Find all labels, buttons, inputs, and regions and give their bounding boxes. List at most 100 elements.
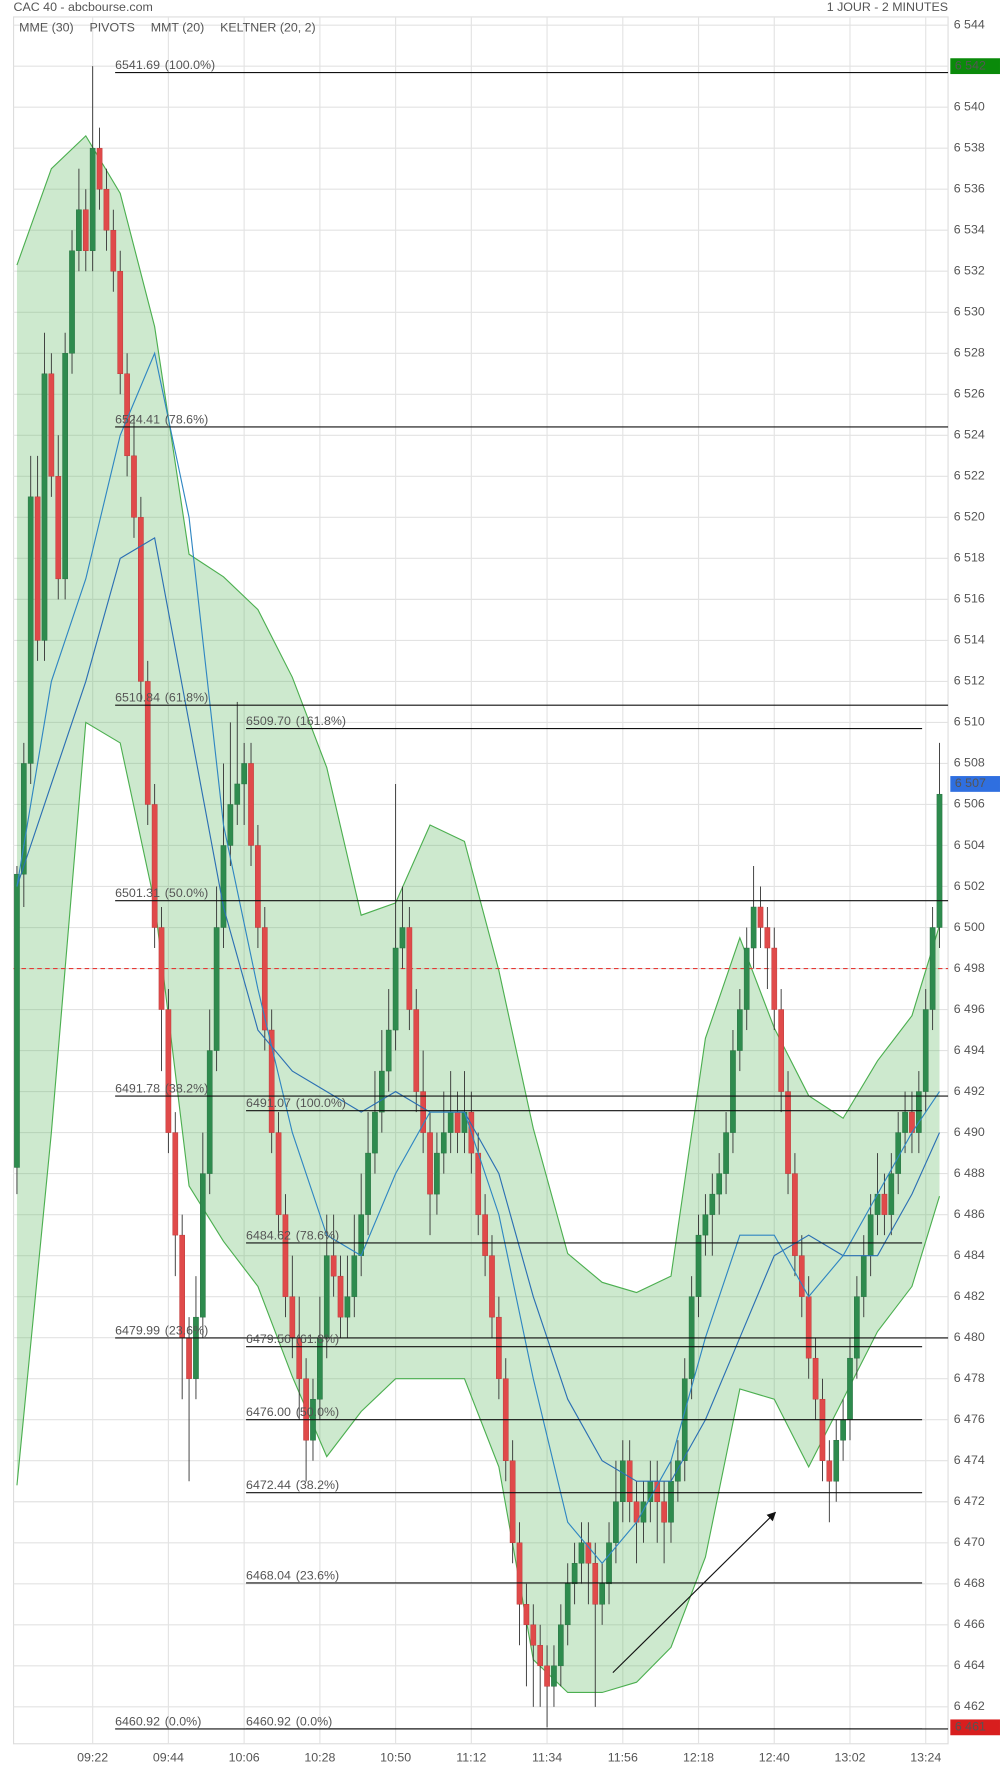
candle-body	[227, 804, 234, 846]
candle-body	[661, 1501, 667, 1523]
fib-value-label: 6479.99	[115, 1323, 160, 1337]
candle-body	[564, 1583, 571, 1626]
y-tick-label: 6 496	[954, 1002, 985, 1016]
x-tick-label: 10:28	[304, 1751, 335, 1765]
fib-ratio-label: (100.0%)	[296, 1096, 346, 1110]
candle-body	[165, 1009, 172, 1133]
fib-ratio-label: (0.0%)	[296, 1714, 333, 1728]
y-tick-label: 6 518	[954, 551, 985, 565]
candle-body	[193, 1316, 199, 1379]
candle-body	[406, 927, 413, 1010]
candle-body	[902, 1111, 908, 1133]
candle-body	[716, 1173, 723, 1195]
y-tick-label: 6 488	[954, 1166, 985, 1180]
candle-body	[427, 1132, 433, 1195]
candle-body	[599, 1583, 605, 1605]
candle-body	[854, 1296, 860, 1359]
price-badge-label: 6 461	[955, 1720, 986, 1734]
y-tick-label: 6 514	[954, 633, 985, 647]
candle-body	[812, 1357, 819, 1400]
candle-body	[916, 1091, 922, 1133]
candle-body	[695, 1234, 702, 1297]
x-tick-label: 11:34	[532, 1751, 562, 1765]
candle-body	[186, 1337, 192, 1379]
candle-body	[723, 1132, 729, 1174]
candle-body	[27, 496, 34, 764]
fib-value-label: 6524.41	[115, 412, 160, 426]
x-tick-label: 13:24	[910, 1751, 941, 1765]
fib-ratio-label: (50.0%)	[165, 886, 208, 900]
candle-body	[365, 1152, 371, 1215]
y-tick-label: 6 476	[954, 1412, 985, 1426]
y-tick-label: 6 508	[954, 756, 985, 770]
candle-body	[867, 1214, 874, 1256]
candle-body	[117, 271, 124, 375]
fib-ratio-label: (50.0%)	[296, 1405, 339, 1419]
candle-body	[592, 1563, 599, 1605]
y-tick-label: 6 466	[954, 1617, 985, 1631]
y-tick-label: 6 474	[954, 1453, 985, 1467]
y-tick-label: 6 540	[954, 99, 985, 113]
candle-body	[496, 1316, 502, 1379]
fib-value-label: 6501.31	[115, 886, 160, 900]
y-tick-label: 6 470	[954, 1535, 985, 1549]
legend-entry: MMT (20)	[151, 20, 205, 34]
x-tick-label: 10:06	[229, 1751, 260, 1765]
candle-body	[48, 373, 55, 477]
x-tick-label: 11:56	[608, 1751, 638, 1765]
candle-body	[420, 1091, 426, 1133]
candle-body	[151, 804, 158, 928]
x-tick-label: 09:22	[77, 1751, 108, 1765]
candle-body	[805, 1296, 812, 1359]
y-tick-label: 6 490	[954, 1125, 985, 1139]
candle-body	[34, 496, 41, 641]
candle-body	[530, 1624, 537, 1646]
candle-body	[544, 1665, 550, 1687]
candle-body	[798, 1255, 805, 1297]
candle-body	[399, 927, 406, 949]
legend-entry: PIVOTS	[89, 20, 135, 34]
candle-body	[131, 455, 137, 518]
candle-body	[124, 373, 130, 457]
candle-body	[206, 1050, 213, 1174]
candle-body	[454, 1111, 461, 1133]
y-tick-label: 6 504	[954, 838, 985, 852]
fib-value-label: 6541.69	[115, 58, 160, 72]
candle-body	[158, 927, 165, 1010]
chart-subtitle: 1 JOUR - 2 MINUTES	[827, 0, 948, 14]
candle-body	[778, 1009, 784, 1092]
candle-body	[551, 1665, 557, 1687]
y-tick-label: 6 484	[954, 1248, 985, 1262]
candle-body	[41, 373, 48, 641]
y-tick-label: 6 478	[954, 1371, 985, 1385]
legend-entry: KELTNER (20, 2)	[220, 20, 316, 34]
y-tick-label: 6 532	[954, 264, 985, 278]
candle-body	[261, 927, 268, 1031]
candle-body	[303, 1378, 309, 1441]
fib-value-label: 6484.62	[246, 1228, 291, 1242]
x-tick-label: 11:12	[456, 1751, 486, 1765]
candle-body	[392, 947, 399, 1031]
y-tick-label: 6 536	[954, 181, 985, 195]
candle-body	[200, 1173, 206, 1318]
fib-ratio-label: (78.6%)	[165, 412, 208, 426]
candle-body	[482, 1214, 488, 1256]
candle-body	[21, 763, 27, 875]
candle-body	[351, 1255, 358, 1297]
moving-average	[16, 536, 941, 1482]
candle-body	[62, 353, 68, 580]
x-tick-label: 09:44	[153, 1751, 184, 1765]
y-tick-label: 6 522	[954, 469, 985, 483]
candle-body	[379, 1070, 385, 1113]
candle-body	[840, 1419, 846, 1441]
y-tick-label: 6 486	[954, 1207, 985, 1221]
candle-body	[323, 1255, 330, 1338]
candle-body	[14, 873, 20, 1168]
candle-body	[179, 1234, 185, 1338]
y-tick-label: 6 516	[954, 592, 985, 606]
candle-body	[69, 250, 75, 354]
candle-body	[847, 1357, 853, 1420]
candle-body	[826, 1460, 833, 1482]
candle-body	[372, 1111, 378, 1154]
